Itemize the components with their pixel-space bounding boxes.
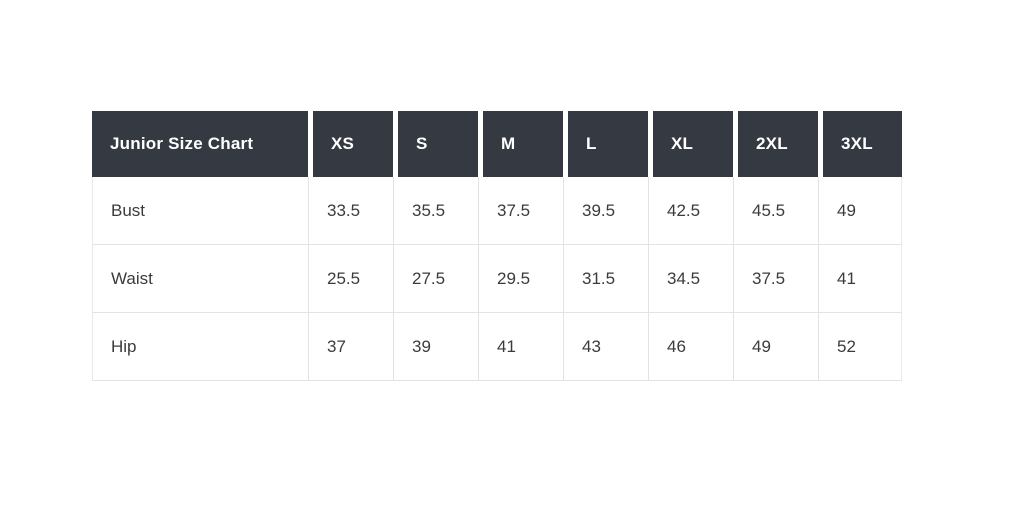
size-value-cell: 37.5: [478, 177, 563, 245]
size-chart-container: Junior Size Chart XS S M L XL 2XL 3XL Bu…: [92, 111, 902, 381]
size-column-header-2xl: 2XL: [733, 111, 818, 177]
row-label-waist: Waist: [92, 245, 308, 313]
table-row-waist: Waist 25.5 27.5 29.5 31.5 34.5 37.5 41: [92, 245, 902, 313]
size-value-cell: 25.5: [308, 245, 393, 313]
size-chart-table: Junior Size Chart XS S M L XL 2XL 3XL Bu…: [92, 111, 902, 381]
size-value-cell: 46: [648, 313, 733, 381]
size-value-cell: 27.5: [393, 245, 478, 313]
size-value-cell: 43: [563, 313, 648, 381]
size-value-cell: 52: [818, 313, 902, 381]
row-label-hip: Hip: [92, 313, 308, 381]
size-value-cell: 29.5: [478, 245, 563, 313]
size-value-cell: 41: [478, 313, 563, 381]
size-column-header-xs: XS: [308, 111, 393, 177]
size-value-cell: 39: [393, 313, 478, 381]
size-value-cell: 39.5: [563, 177, 648, 245]
size-value-cell: 41: [818, 245, 902, 313]
size-column-header-3xl: 3XL: [818, 111, 902, 177]
size-value-cell: 49: [818, 177, 902, 245]
size-value-cell: 49: [733, 313, 818, 381]
row-label-bust: Bust: [92, 177, 308, 245]
size-value-cell: 34.5: [648, 245, 733, 313]
size-value-cell: 35.5: [393, 177, 478, 245]
table-header-row: Junior Size Chart XS S M L XL 2XL 3XL: [92, 111, 902, 177]
size-column-header-m: M: [478, 111, 563, 177]
size-column-header-xl: XL: [648, 111, 733, 177]
size-column-header-s: S: [393, 111, 478, 177]
table-title-cell: Junior Size Chart: [92, 111, 308, 177]
size-value-cell: 45.5: [733, 177, 818, 245]
size-value-cell: 33.5: [308, 177, 393, 245]
table-row-bust: Bust 33.5 35.5 37.5 39.5 42.5 45.5 49: [92, 177, 902, 245]
table-row-hip: Hip 37 39 41 43 46 49 52: [92, 313, 902, 381]
size-value-cell: 37: [308, 313, 393, 381]
size-column-header-l: L: [563, 111, 648, 177]
size-value-cell: 42.5: [648, 177, 733, 245]
size-value-cell: 31.5: [563, 245, 648, 313]
size-value-cell: 37.5: [733, 245, 818, 313]
